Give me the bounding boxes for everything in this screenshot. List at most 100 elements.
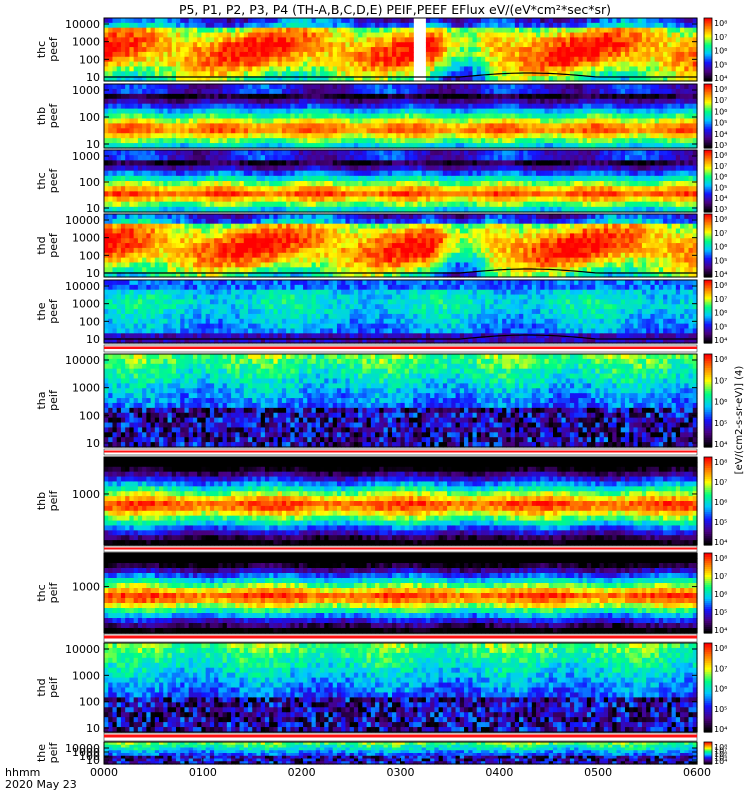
colorbar-tick-label: 10⁴ — [714, 538, 727, 547]
colorbar-tick-label: 10⁸ — [714, 281, 727, 290]
time-tick-label: 0000 — [90, 766, 118, 779]
colorbar-tick-label: 10⁷ — [714, 295, 727, 304]
colorbar-tick-label: 10⁵ — [714, 60, 727, 69]
colorbar-tick-label: 10⁷ — [714, 478, 727, 487]
colorbar: 10³ 10⁴ 10⁵ 10⁶ 10⁷ 10⁸ — [704, 84, 727, 150]
panel-product-label: peif — [47, 676, 60, 698]
time-tick-label: 0600 — [683, 766, 711, 779]
colorbar-tick-label: 10⁸ — [714, 355, 727, 364]
colorbar-tick-label: 10⁵ — [714, 119, 727, 128]
panel-product-label: peif — [47, 389, 60, 411]
colorbar-tick-label: 10⁶ — [714, 685, 727, 694]
time-axis-label-date: 2020 May 23 — [5, 778, 77, 791]
y-tick-label: 100 — [79, 409, 100, 422]
colorbar-tick-label: 10⁴ — [714, 336, 727, 345]
y-tick-label: 1000 — [72, 36, 100, 49]
colorbar-tick-label: 10⁸ — [714, 85, 727, 94]
status-strip — [104, 449, 697, 455]
colorbar-tick-label: 10⁷ — [714, 33, 727, 42]
y-tick-label: 10000 — [65, 280, 100, 293]
colorbar-tick-label: 10⁷ — [714, 96, 727, 105]
colorbar-tick-label: 10⁷ — [714, 376, 727, 385]
colorbar-tick-label: 10³ — [714, 141, 727, 150]
colorbar-tick-label: 10⁶ — [714, 398, 727, 407]
y-tick-label: 10000 — [65, 354, 100, 367]
status-strip — [104, 546, 697, 552]
colorbar-tick-label: 10⁵ — [714, 705, 727, 714]
colorbar: 10⁴ 10⁵ 10⁶ 10⁷ 10⁸ — [704, 354, 727, 449]
y-tick-label: 1000 — [72, 488, 100, 501]
y-tick-label: 100 — [79, 176, 100, 189]
y-tick-label: 1000 — [72, 232, 100, 245]
colorbar-tick-label: 10⁵ — [714, 518, 727, 527]
colorbar-tick-label: 10⁴ — [714, 626, 727, 635]
time-tick-label: 0300 — [387, 766, 415, 779]
colorbar-tick-label: 10⁵ — [714, 608, 727, 617]
status-strip — [104, 733, 697, 741]
time-tick-label: 0500 — [584, 766, 612, 779]
time-tick-label: 0100 — [189, 766, 217, 779]
colorbar-tick-label: 10⁸ — [714, 554, 727, 563]
colorbar-tick-label: 10⁴ — [714, 194, 727, 203]
colorbar-tick-label: 10³ — [714, 205, 727, 214]
y-tick-label: 10 — [86, 267, 100, 280]
colorbar-tick-label: 10⁴ — [714, 130, 727, 139]
colorbar-tick-label: 10⁴ — [714, 74, 727, 83]
colorbar-tick-label: 10⁶ — [714, 309, 727, 318]
panel-product-label: peef — [47, 36, 60, 62]
y-tick-label: 100 — [79, 696, 100, 709]
colorbar-tick-label: 10⁵ — [714, 419, 727, 428]
y-tick-label: 10 — [86, 333, 100, 346]
y-tick-label: 10000 — [65, 18, 100, 31]
panel-product-label: peef — [47, 103, 60, 129]
y-tick-label: 10000 — [65, 643, 100, 656]
colorbar-tick-label: 10⁸ — [714, 458, 727, 467]
colorbar-tick-label: 10⁸ — [714, 151, 727, 160]
colorbar-tick-label: 10⁷ — [714, 664, 727, 673]
colorbar-tick-label: 10⁴ — [714, 440, 727, 449]
colorbar-tick-label: 10⁸ — [714, 644, 727, 653]
colorbar-tick-label: 10⁵ — [714, 256, 727, 265]
y-tick-label: 10 — [86, 722, 100, 735]
y-tick-label: 1000 — [72, 581, 100, 594]
colorbar-tick-label: 10⁷ — [714, 229, 727, 238]
y-tick-label: 1000 — [72, 298, 100, 311]
y-tick-label: 1000 — [72, 669, 100, 682]
colorbar-tick-label: 10⁷ — [714, 162, 727, 171]
colorbar: 10⁴ 10⁵ 10⁶ 10⁷ 10⁸ — [704, 280, 727, 345]
colorbar-label: [eV/(cm2-s-sr-eV)] (4) — [734, 366, 745, 475]
y-tick-label: 100 — [79, 315, 100, 328]
y-tick-label: 1000 — [72, 150, 100, 163]
colorbar-tick-label: 10⁵ — [714, 322, 727, 331]
y-tick-label: 10 — [86, 71, 100, 84]
colorbar-tick-label: 10⁶ — [714, 498, 727, 507]
colorbar-tick-label: 10⁴ — [714, 270, 727, 279]
colorbar-tick-label: 10⁸ — [714, 215, 727, 224]
colorbar-tick-label: 10⁶ — [714, 590, 727, 599]
y-tick-label: 100 — [79, 53, 100, 66]
status-strip — [104, 345, 697, 352]
panel-product-label: peef — [47, 232, 60, 258]
colorbar-tick-label: 10⁶ — [714, 107, 727, 116]
panel-product-label: peif — [47, 490, 60, 512]
colorbar-tick-label: 10⁶ — [714, 173, 727, 182]
y-tick-label: 1000 — [72, 84, 100, 97]
panel-product-label: peef — [47, 298, 60, 324]
colorbar-tick-label: 10⁸ — [714, 743, 727, 752]
panel-product-label: peef — [47, 168, 60, 194]
status-strip — [104, 634, 697, 642]
y-tick-label: 100 — [79, 249, 100, 262]
